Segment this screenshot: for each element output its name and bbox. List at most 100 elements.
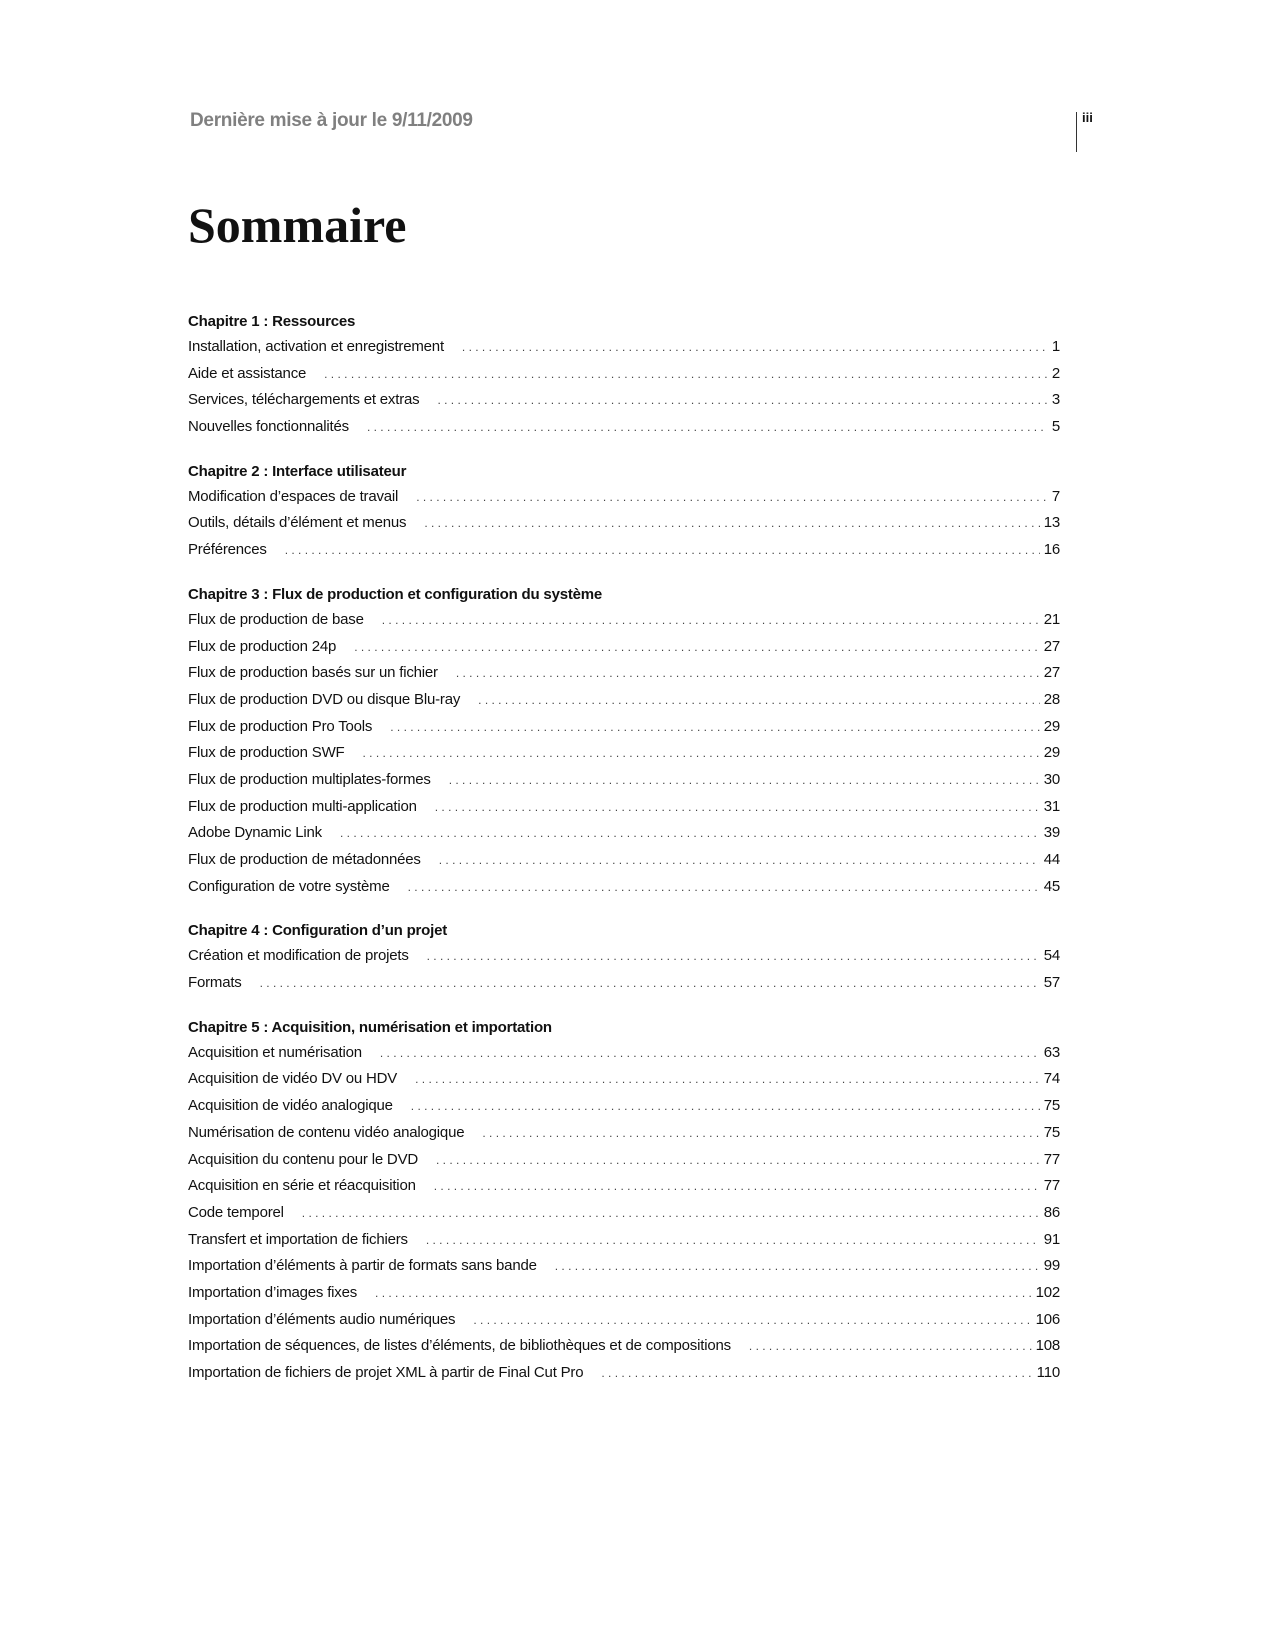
toc-entry-label: Adobe Dynamic Link [188, 824, 322, 842]
toc-entry[interactable]: Flux de production multi-application 31 [188, 794, 1060, 821]
dot-leader [439, 847, 1040, 874]
toc-entry[interactable]: Flux de production 24p 27 [188, 634, 1060, 661]
toc-entry-page: 1 [1051, 338, 1060, 355]
toc-entry[interactable]: Acquisition du contenu pour le DVD 77 [188, 1147, 1060, 1174]
toc-entry-page: 54 [1043, 947, 1060, 965]
toc-entry[interactable]: Installation, activation et enregistreme… [188, 334, 1060, 361]
toc-chapter: Chapitre 3 : Flux de production et confi… [188, 582, 1060, 901]
toc-chapter: Chapitre 2 : Interface utilisateur Modifi… [188, 459, 1060, 564]
toc-entry-page: 108 [1035, 1337, 1061, 1355]
toc-entry[interactable]: Acquisition en série et réacquisition 77 [188, 1173, 1060, 1200]
toc-entry[interactable]: Flux de production SWF 29 [188, 740, 1060, 767]
toc-entry[interactable]: Création et modification de projets 54 [188, 943, 1060, 970]
toc-entry[interactable]: Numérisation de contenu vidéo analogique… [188, 1120, 1060, 1147]
dot-leader [601, 1360, 1032, 1387]
toc-entry[interactable]: Préférences 16 [188, 537, 1060, 564]
toc-entry-label: Flux de production de métadonnées [188, 851, 421, 868]
toc-entry-label: Préférences [188, 541, 267, 559]
chapter-title[interactable]: Chapitre 2 : Interface utilisateur [188, 462, 407, 480]
toc-entry-page: 77 [1043, 1177, 1060, 1195]
toc-entry-page: 29 [1043, 717, 1060, 735]
chapter-title[interactable]: Chapitre 4 : Configuration d’un projet [188, 922, 448, 940]
dot-leader [424, 510, 1039, 537]
dot-leader [415, 1066, 1040, 1093]
toc-entry-page: 27 [1043, 637, 1060, 655]
toc-entry-page: 16 [1043, 541, 1060, 559]
toc-entry-label: Code temporel [188, 1203, 284, 1221]
toc-entry[interactable]: Flux de production DVD ou disque Blu-ray… [188, 687, 1060, 714]
toc-entry-label: Importation d’éléments audio numériques [188, 1310, 456, 1328]
chapter-title[interactable]: Chapitre 1 : Ressources [188, 313, 356, 330]
toc-entry-label: Acquisition en série et réacquisition [188, 1177, 416, 1195]
toc-entry[interactable]: Flux de production multiplates-formes 30 [188, 767, 1060, 794]
toc-entry[interactable]: Flux de production de base 21 [188, 607, 1060, 634]
toc-entry[interactable]: Importation d’éléments à partir de forma… [188, 1253, 1060, 1280]
toc-entry[interactable]: Importation d’images fixes 102 [188, 1280, 1060, 1307]
dot-leader [285, 537, 1040, 564]
toc-entry-label: Modification d’espaces de travail [188, 487, 399, 505]
toc-entry[interactable]: Importation de séquences, de listes d’él… [188, 1333, 1060, 1360]
toc-entry-label: Flux de production de base [188, 610, 364, 628]
toc-entry[interactable]: Acquisition de vidéo DV ou HDV 74 [188, 1066, 1060, 1093]
toc-entry-label: Flux de production multi-application [188, 797, 417, 815]
chapter-title[interactable]: Chapitre 3 : Flux de production et confi… [188, 585, 603, 603]
toc-entry-label: Flux de production multiplates-formes [188, 770, 431, 788]
toc-entry[interactable]: Nouvelles fonctionnalités 5 [188, 414, 1060, 441]
toc-entry[interactable]: Flux de production de métadonnées 44 [188, 847, 1060, 874]
toc-entry-page: 99 [1043, 1257, 1060, 1275]
toc-entry-label: Transfert et importation de fichiers [188, 1230, 408, 1248]
toc-entry[interactable]: Flux de production basés sur un fichier 2… [188, 660, 1060, 687]
toc-entry-label: Flux de production DVD ou disque Blu-ray [188, 690, 461, 708]
toc-entry[interactable]: Services, téléchargements et extras 3 [188, 387, 1060, 414]
dot-leader [354, 634, 1040, 661]
toc-entry-page: 106 [1035, 1310, 1061, 1328]
toc-chapter: Chapitre 4 : Configuration d’un projet Cr… [188, 918, 1060, 996]
toc-entry-page: 27 [1043, 664, 1060, 682]
toc-entry-page: 57 [1043, 974, 1060, 992]
dot-leader [416, 484, 1048, 511]
toc-entry-page: 75 [1043, 1123, 1060, 1141]
dot-leader [324, 361, 1048, 388]
dot-leader [375, 1280, 1032, 1307]
table-of-contents: Chapitre 1 : Ressources Installation, act… [188, 309, 1060, 1405]
toc-entry-page: 86 [1043, 1203, 1060, 1221]
toc-entry-page: 31 [1043, 797, 1060, 815]
toc-entry[interactable]: Formats 57 [188, 970, 1060, 997]
toc-entry-label: Aide et assistance [188, 364, 307, 382]
toc-entry[interactable]: Adobe Dynamic Link 39 [188, 820, 1060, 847]
toc-entry-label: Acquisition de vidéo analogique [188, 1097, 393, 1115]
dot-leader [390, 714, 1039, 741]
toc-entry-label: Outils, détails d’élément et menus [188, 514, 407, 532]
toc-entry[interactable]: Modification d’espaces de travail 7 [188, 484, 1060, 511]
toc-entry-label: Services, téléchargements et extras [188, 391, 420, 409]
toc-entry[interactable]: Outils, détails d’élément et menus 13 [188, 510, 1060, 537]
toc-entry-label: Importation de séquences, de listes d’él… [188, 1337, 731, 1355]
toc-entry[interactable]: Acquisition et numérisation 63 [188, 1040, 1060, 1067]
toc-entry[interactable]: Aide et assistance 2 [188, 361, 1060, 388]
toc-entry-page: 30 [1043, 770, 1060, 788]
dot-leader [436, 1147, 1040, 1174]
dot-leader [363, 740, 1040, 767]
toc-entry-page: 63 [1043, 1043, 1060, 1061]
dot-leader [449, 767, 1040, 794]
toc-entry-label: Flux de production SWF [188, 744, 345, 762]
toc-entry-label: Acquisition et numérisation [188, 1043, 362, 1061]
dot-leader [426, 1227, 1040, 1254]
toc-entry[interactable]: Acquisition de vidéo analogique 75 [188, 1093, 1060, 1120]
toc-entry-label: Nouvelles fonctionnalités [188, 418, 349, 436]
dot-leader [367, 414, 1048, 441]
dot-leader [427, 943, 1040, 970]
toc-entry-page: 74 [1043, 1070, 1060, 1088]
dot-leader [456, 660, 1040, 687]
toc-entry[interactable]: Importation de fichiers de projet XML à … [188, 1360, 1060, 1387]
toc-entry[interactable]: Configuration de votre système 45 [188, 874, 1060, 901]
dot-leader [478, 687, 1040, 714]
toc-entry-label: Flux de production Pro Tools [188, 717, 373, 735]
chapter-title[interactable]: Chapitre 5 : Acquisition, numérisation e… [188, 1018, 552, 1036]
toc-entry[interactable]: Code temporel 86 [188, 1200, 1060, 1227]
toc-entry[interactable]: Importation d’éléments audio numériques 1… [188, 1307, 1060, 1334]
toc-entry[interactable]: Transfert et importation de fichiers 91 [188, 1227, 1060, 1254]
toc-entry[interactable]: Flux de production Pro Tools 29 [188, 714, 1060, 741]
page-number: iii [1082, 110, 1093, 125]
dot-leader [434, 1173, 1040, 1200]
